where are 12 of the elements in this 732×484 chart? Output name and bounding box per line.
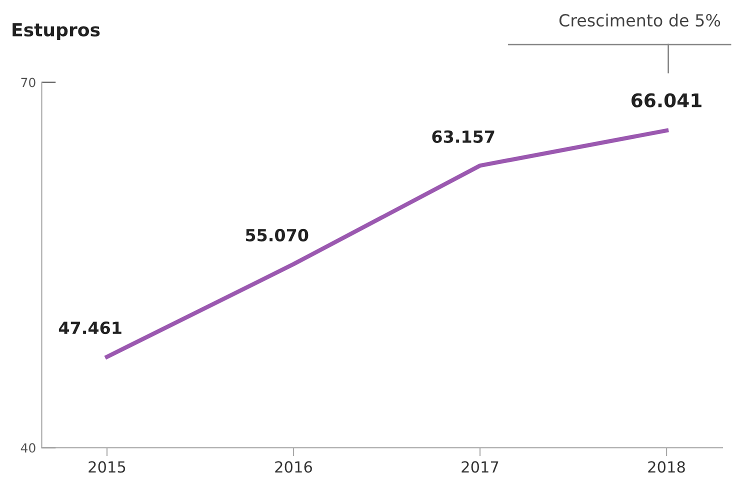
- y-tick-label: 40: [20, 443, 36, 453]
- data-label: 55.070: [246, 228, 308, 242]
- data-label: 66.041: [632, 93, 702, 108]
- text: Crescimento de 5%: [559, 14, 720, 27]
- y-tick-label: 70: [21, 78, 36, 88]
- data-label: 47.461: [58, 322, 122, 334]
- data-label: 63.157: [432, 130, 494, 143]
- chart-title: Estupros: [12, 23, 100, 40]
- x-tick-label: 2015: [88, 461, 126, 473]
- x-tick-label: 2018: [648, 461, 685, 473]
- x-tick-label: 2017: [462, 461, 498, 473]
- x-tick-label: 2016: [275, 461, 312, 473]
